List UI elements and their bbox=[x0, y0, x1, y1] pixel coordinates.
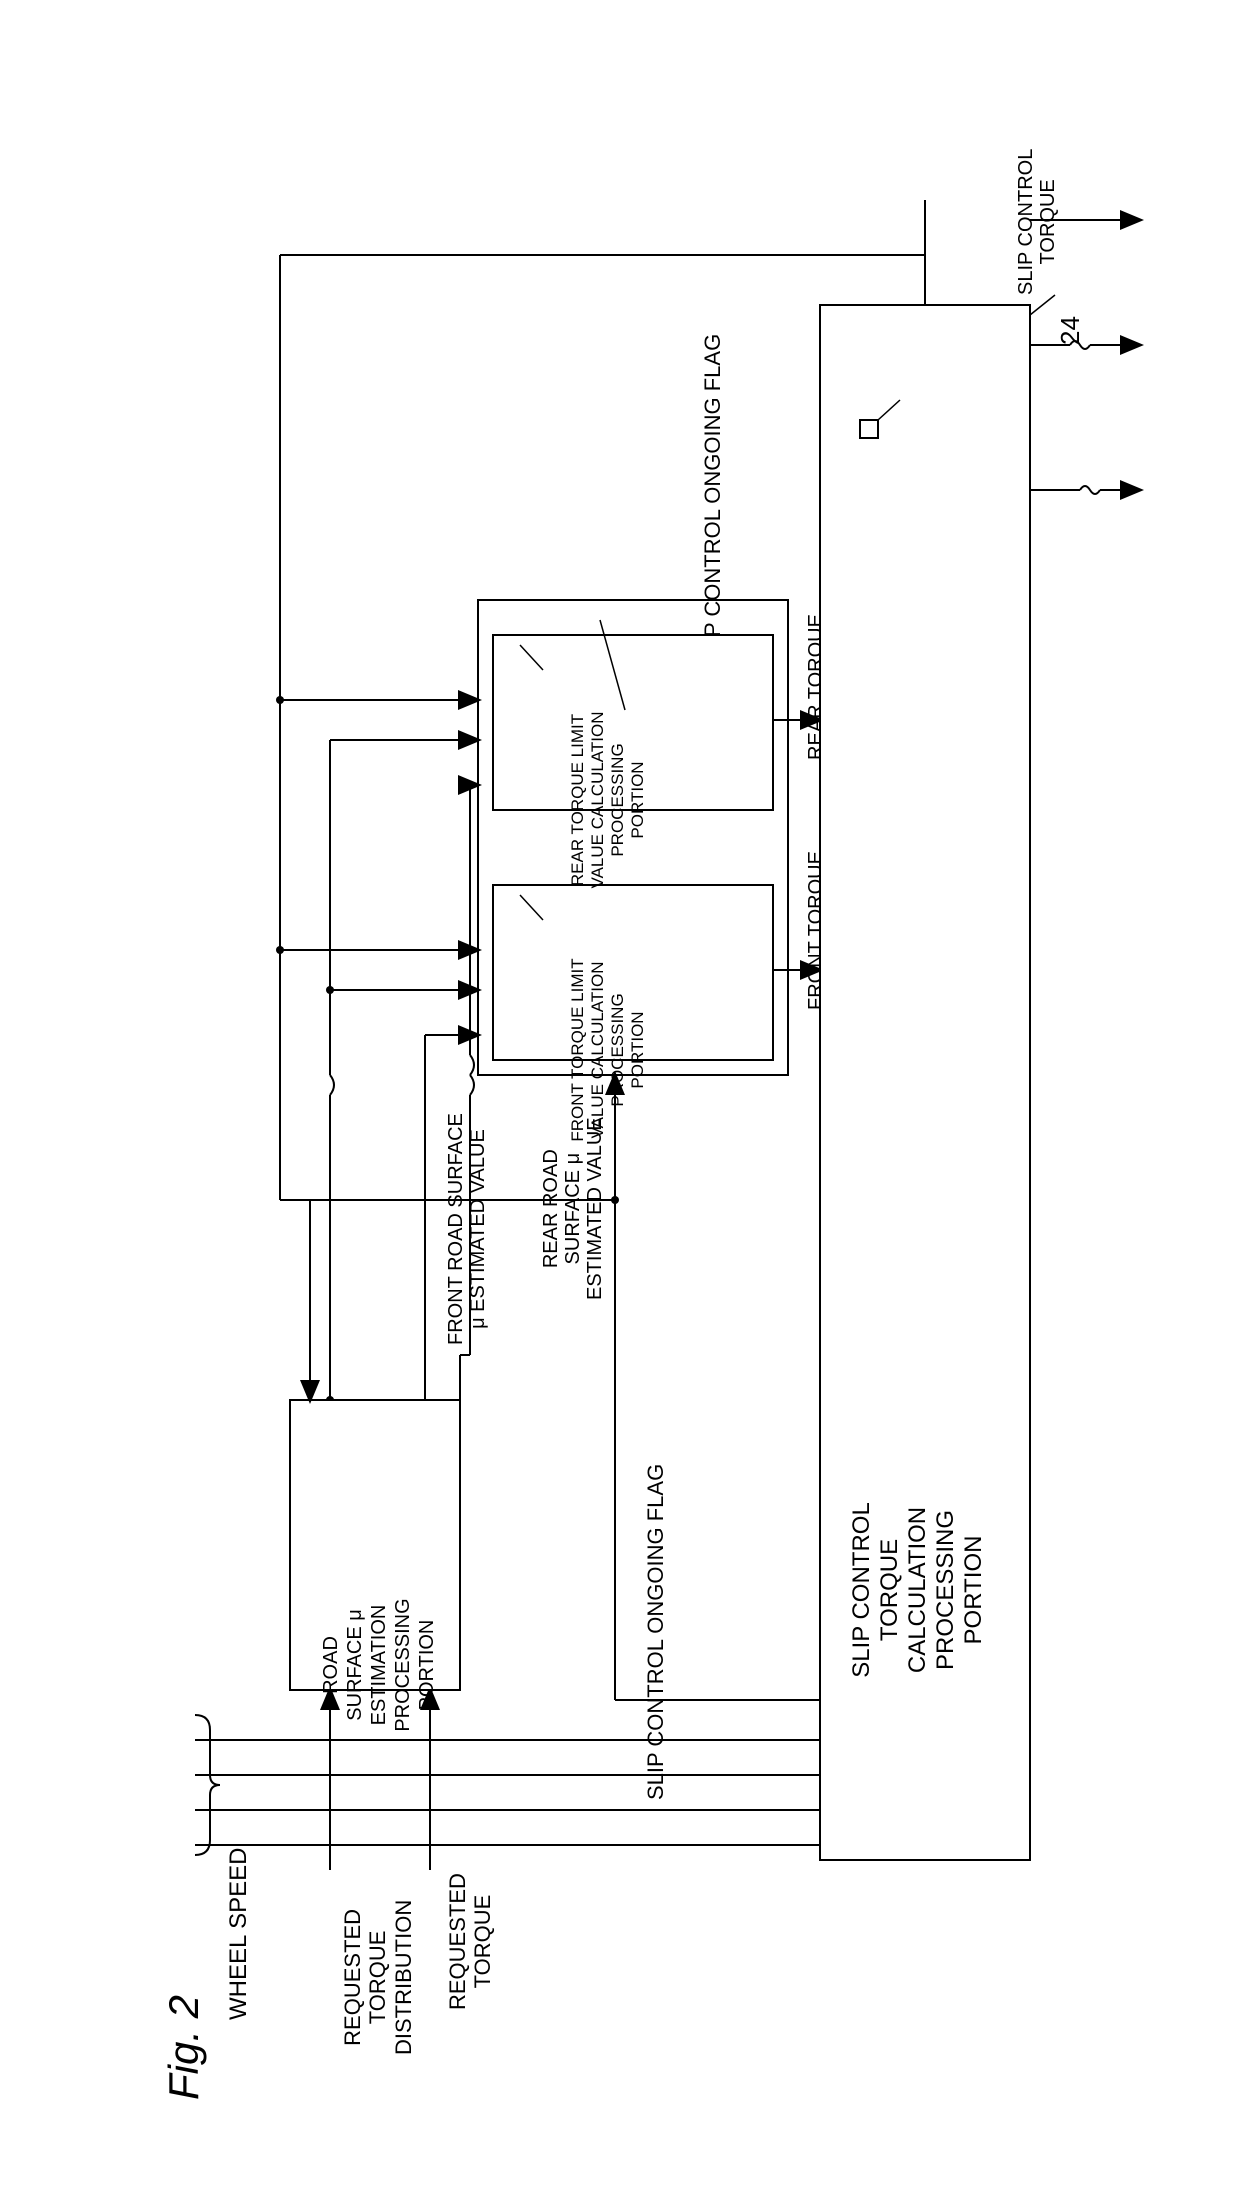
svg-text:PROCESSING: PROCESSING bbox=[608, 743, 627, 856]
svg-text:VALUE CALCULATION: VALUE CALCULATION bbox=[588, 962, 607, 1139]
svg-text:REAR TORQUE LIMIT: REAR TORQUE LIMIT bbox=[568, 714, 587, 886]
svg-text:FRONT TORQUE LIMIT: FRONT TORQUE LIMIT bbox=[568, 958, 587, 1141]
svg-text:CALCULATION: CALCULATION bbox=[904, 1507, 931, 1673]
svg-text:SLIP CONTROL: SLIP CONTROL bbox=[848, 1502, 875, 1678]
svg-text:TORQUE: TORQUE bbox=[876, 1539, 903, 1641]
svg-text:ROAD: ROAD bbox=[320, 1636, 342, 1694]
sub-block-24a bbox=[860, 420, 878, 438]
svg-text:ESTIMATION: ESTIMATION bbox=[368, 1605, 390, 1726]
svg-text:SURFACE μ: SURFACE μ bbox=[344, 1609, 366, 1721]
svg-text:PORTION: PORTION bbox=[628, 1011, 647, 1088]
svg-text:PORTION: PORTION bbox=[416, 1620, 438, 1711]
svg-text:PROCESSING: PROCESSING bbox=[392, 1598, 414, 1731]
svg-text:PROCESSING: PROCESSING bbox=[932, 1510, 959, 1670]
svg-text:VALUE CALCULATION: VALUE CALCULATION bbox=[588, 712, 607, 889]
diagram-svg: ROAD SURFACE μ ESTIMATION PROCESSING POR… bbox=[0, 0, 1240, 2209]
svg-text:PORTION: PORTION bbox=[960, 1536, 987, 1645]
svg-text:PORTION: PORTION bbox=[628, 761, 647, 838]
svg-text:PROCESSING: PROCESSING bbox=[608, 993, 627, 1106]
